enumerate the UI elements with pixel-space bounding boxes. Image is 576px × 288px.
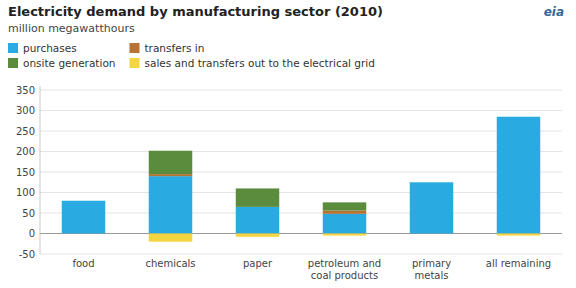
- bar: [410, 182, 454, 233]
- bar: [323, 202, 367, 210]
- bar: [323, 214, 367, 234]
- zero-line: [40, 233, 562, 234]
- bar: [149, 234, 193, 242]
- grid-line: [40, 172, 562, 173]
- grid: [40, 90, 562, 254]
- bar: [62, 200, 106, 201]
- y-tick-label: 300: [16, 105, 35, 116]
- legend-item: sales and transfers out to the electrica…: [130, 57, 375, 69]
- y-tick-label: 150: [16, 167, 35, 178]
- annotation: eia: [544, 5, 564, 19]
- grid-line: [40, 254, 562, 255]
- legend-label: onsite generation: [23, 57, 116, 69]
- legend-swatch: [130, 58, 140, 68]
- legend-item: purchases: [8, 42, 77, 54]
- bar: [149, 174, 193, 176]
- bar: [236, 234, 280, 237]
- bar: [497, 116, 541, 117]
- legend-label: transfers in: [145, 42, 205, 54]
- bar: [149, 151, 193, 174]
- legend-swatch: [8, 43, 18, 53]
- legend-label: sales and transfers out to the electrica…: [145, 57, 375, 69]
- bar: [236, 207, 280, 234]
- y-axis: -50 0 50 100 150 200 250 300 350: [16, 85, 40, 260]
- legend-item: transfers in: [130, 42, 205, 54]
- grid-line: [40, 90, 562, 91]
- y-tick-label: -50: [19, 249, 35, 260]
- bar: [497, 234, 541, 236]
- bar: [497, 116, 541, 117]
- bar: [323, 211, 367, 214]
- title: Electricity demand by manufacturing sect…: [8, 4, 383, 19]
- x-axis: food chemicals paper petroleum andcoal prod…: [72, 258, 551, 281]
- bar: [410, 182, 454, 183]
- legend-swatch: [8, 58, 18, 68]
- x-tick-label: primarymetals: [412, 258, 451, 281]
- bar: [410, 182, 454, 183]
- y-tick-label: 200: [16, 146, 35, 157]
- y-axis-line: [40, 86, 41, 254]
- y-tick-label: 100: [16, 187, 35, 198]
- legend-label: purchases: [23, 42, 77, 54]
- bar: [62, 200, 106, 201]
- grid-line: [40, 110, 562, 111]
- legend-swatch: [130, 43, 140, 53]
- bar: [149, 176, 193, 233]
- bar: [410, 182, 454, 183]
- grid-line: [40, 213, 562, 214]
- legend-item: onsite generation: [8, 57, 116, 69]
- bar: [323, 234, 367, 236]
- subtitle: million megawatthours: [8, 22, 135, 35]
- x-tick-label: paper: [243, 258, 273, 269]
- grid-line: [40, 131, 562, 132]
- y-tick-label: 250: [16, 126, 35, 137]
- legend: purchases transfers in onsite generation sa…: [8, 42, 375, 69]
- bars: [62, 117, 541, 242]
- grid-line: [40, 192, 562, 193]
- bar: [497, 117, 541, 234]
- bar: [62, 201, 106, 234]
- x-tick-label: chemicals: [145, 258, 195, 269]
- y-tick-label: 350: [16, 85, 35, 96]
- y-tick-label: 0: [29, 228, 35, 239]
- grid-line: [40, 151, 562, 152]
- chart: Electricity demand by manufacturing sect…: [0, 0, 576, 288]
- y-tick-label: 50: [22, 208, 35, 219]
- x-tick-label: all remaining: [486, 258, 551, 269]
- x-tick-label: food: [72, 258, 94, 269]
- bar: [62, 200, 106, 201]
- bar: [236, 188, 280, 206]
- x-tick-label: petroleum andcoal products: [308, 258, 381, 281]
